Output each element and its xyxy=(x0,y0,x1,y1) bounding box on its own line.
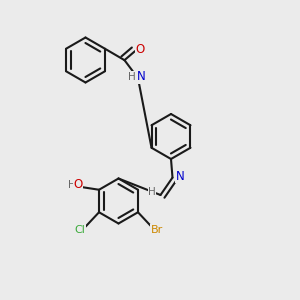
Text: N: N xyxy=(136,70,146,83)
Text: H: H xyxy=(68,180,76,190)
Text: H: H xyxy=(148,187,156,197)
Text: O: O xyxy=(74,178,82,191)
Text: N: N xyxy=(176,169,184,183)
Text: O: O xyxy=(136,43,145,56)
Text: Cl: Cl xyxy=(75,225,86,235)
Text: H: H xyxy=(128,72,136,82)
Text: Br: Br xyxy=(151,225,163,235)
